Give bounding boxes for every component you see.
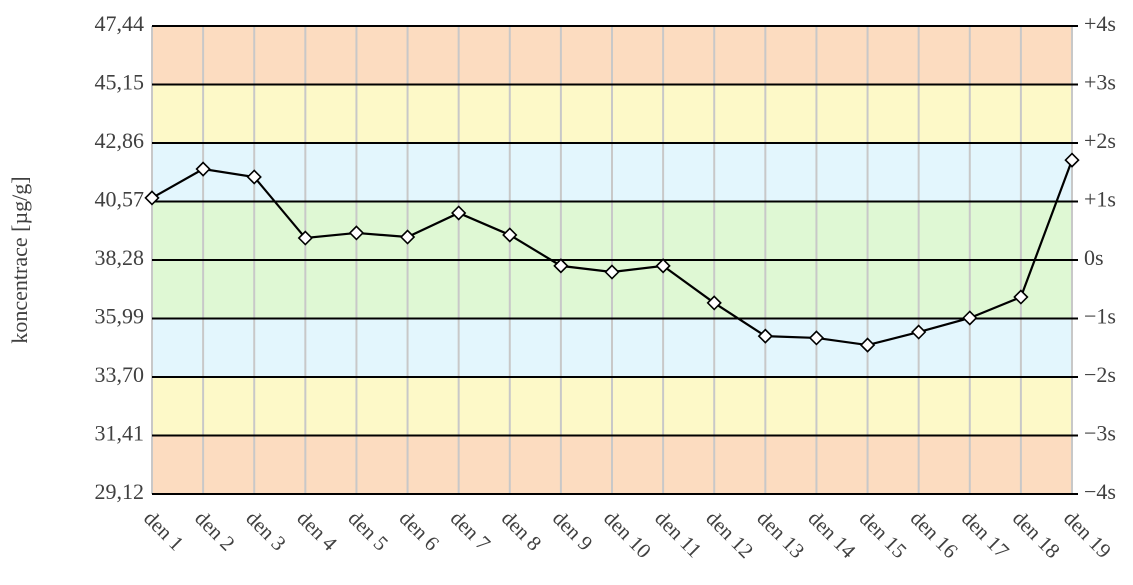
y2-tick-label: −1s — [1084, 304, 1116, 329]
x-tick-label: den 13 — [752, 506, 809, 563]
x-tick-label: den 9 — [548, 506, 598, 556]
y2-tick-label: 0s — [1084, 245, 1104, 270]
y2-tick-label: +1s — [1084, 187, 1116, 212]
data-point — [451, 205, 467, 221]
data-point — [553, 258, 569, 274]
y-tick-label: 47,44 — [95, 11, 145, 36]
data-point — [1013, 289, 1029, 305]
x-tick-label: den 4 — [292, 506, 342, 556]
data-point — [757, 328, 773, 344]
x-tick-label: den 18 — [1008, 506, 1065, 563]
x-tick-label: den 5 — [344, 506, 394, 556]
data-point — [502, 227, 518, 243]
y-tick-label: 35,99 — [95, 304, 145, 329]
data-point — [911, 324, 927, 340]
y-tick-label: 40,57 — [95, 187, 145, 212]
x-tick-label: den 10 — [599, 506, 656, 563]
x-tick-label: den 7 — [446, 506, 496, 556]
data-point — [1064, 152, 1080, 168]
data-point — [399, 229, 416, 245]
data-point — [144, 190, 160, 206]
x-tick-label: den 16 — [906, 506, 963, 563]
y-tick-label: 38,28 — [95, 245, 145, 270]
y2-tick-label: −3s — [1084, 421, 1116, 446]
y-tick-label: 42,86 — [95, 128, 145, 153]
x-tick-label: den 19 — [1059, 506, 1116, 563]
x-tick-label: den 12 — [701, 506, 758, 563]
x-tick-label: den 6 — [395, 506, 445, 556]
data-point — [706, 295, 722, 311]
x-tick-label: den 11 — [650, 506, 706, 562]
y2-tick-label: −2s — [1084, 362, 1116, 387]
x-tick-label: den 15 — [855, 506, 912, 563]
y-tick-label: 33,70 — [95, 362, 145, 387]
x-tick-label: den 2 — [190, 506, 240, 556]
data-point — [655, 258, 671, 274]
y-tick-label: 31,41 — [95, 421, 145, 446]
data-point — [195, 161, 211, 177]
y-axis-label: koncentrace [µg/g] — [7, 176, 32, 343]
data-point — [962, 310, 978, 326]
data-point — [859, 337, 876, 353]
x-tick-label: den 1 — [139, 506, 189, 556]
x-tick-label: den 8 — [497, 506, 547, 556]
y2-tick-label: +4s — [1084, 11, 1116, 36]
y-tick-label: 45,15 — [95, 70, 145, 95]
y2-tick-label: +3s — [1084, 70, 1116, 95]
y-tick-label: 29,12 — [95, 479, 145, 504]
y2-tick-label: +2s — [1084, 128, 1116, 153]
data-point — [246, 169, 262, 185]
x-tick-label: den 3 — [241, 506, 291, 556]
x-tick-label: den 17 — [957, 506, 1014, 563]
data-point — [808, 330, 825, 346]
x-tick-label: den 14 — [804, 506, 861, 563]
y2-tick-label: −4s — [1084, 479, 1116, 504]
data-point — [297, 230, 313, 246]
data-point — [348, 225, 365, 241]
data-point — [604, 264, 620, 280]
